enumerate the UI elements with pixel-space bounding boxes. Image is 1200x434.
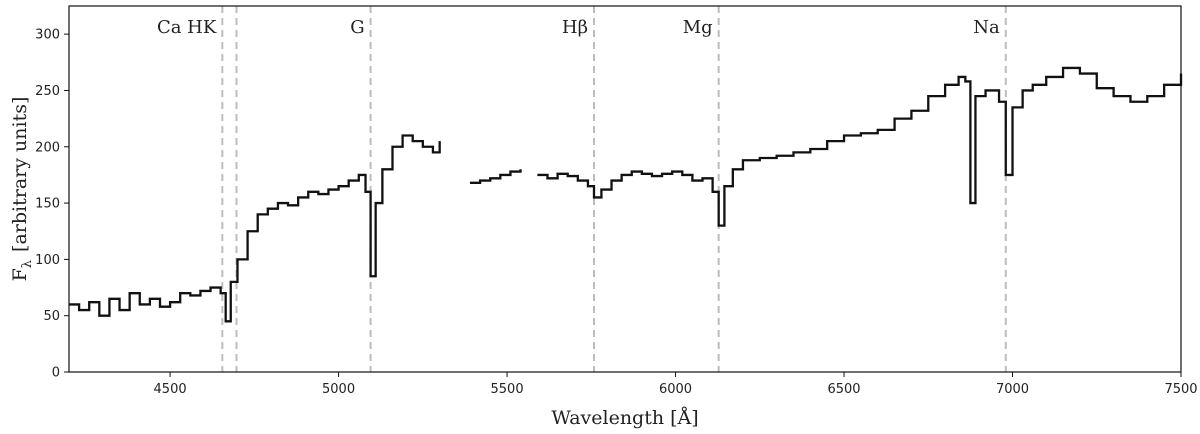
plot-area	[69, 6, 1181, 372]
x-tick-label: 5000	[322, 382, 355, 397]
x-tick-label: 6000	[659, 382, 692, 397]
y-axis-label: Fλ [arbitrary units]	[9, 97, 35, 282]
spectrum-segment	[469, 169, 522, 184]
spectral-line-label: Na	[973, 17, 1000, 38]
y-tick-label: 100	[35, 253, 60, 268]
x-tick-label: 7000	[996, 382, 1029, 397]
y-axis-label-main: F	[9, 268, 31, 281]
y-tick-label: 0	[52, 366, 60, 381]
svg-text:Fλ[arbitrary units]: Fλ [arbitrary units]	[9, 97, 35, 282]
spectrum-segment	[537, 66, 1183, 227]
x-tick-label: 4500	[154, 382, 187, 397]
y-axis-label-rest: [arbitrary units]	[9, 97, 31, 252]
y-tick-label: 200	[35, 140, 60, 155]
y-axis-ticks: 0 50 100 150 200 250 300	[35, 28, 69, 381]
y-tick-label: 50	[43, 309, 60, 324]
x-axis-label: Wavelength [Å]	[551, 407, 698, 429]
plot-frame	[68, 5, 1182, 373]
y-tick-label: 300	[35, 28, 60, 43]
y-tick-label: 150	[35, 197, 60, 212]
spectral-line-label: Mg	[683, 17, 713, 38]
y-axis-label-sub: λ	[20, 260, 35, 268]
spectral-line-label: G	[350, 17, 364, 38]
x-tick-label: 5500	[491, 382, 524, 397]
spectrum-segment	[69, 134, 441, 323]
y-tick-label: 250	[35, 84, 60, 99]
x-tick-label: 6500	[827, 382, 860, 397]
spectrum-series	[69, 66, 1183, 323]
spectral-line-label: Hβ	[562, 17, 588, 38]
x-tick-label: 7500	[1164, 382, 1197, 397]
spectral-line-label: Ca HK	[157, 17, 217, 38]
x-axis-ticks: 4500 5000 5500 6000 6500 7000 7500	[154, 372, 1198, 397]
spectral-line-labels: Ca HK G Hβ Mg Na	[157, 17, 1000, 38]
